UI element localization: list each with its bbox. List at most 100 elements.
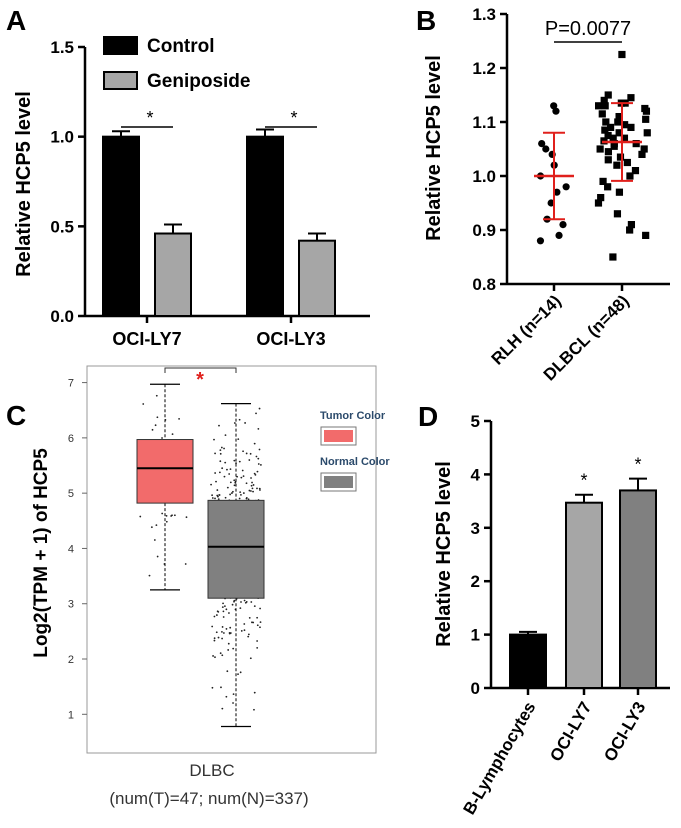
panel-b-point-rlh (559, 221, 567, 229)
panel-b-point-dlbcl (643, 129, 651, 137)
panel-c-jitter-point (245, 600, 248, 603)
panel-c-jitter-point (250, 484, 253, 487)
panel-b-point-dlbcl (616, 153, 625, 161)
panel-c-jitter-point (220, 446, 223, 449)
panel-c-jitter-point (223, 475, 226, 478)
panel-b-point-dlbcl (604, 183, 612, 191)
panel-c-jitter-point (224, 496, 227, 499)
panel-c-box-tumor (136, 439, 194, 504)
panel-c-jitter-point (240, 493, 242, 496)
panel-c-legend-swatch (324, 430, 353, 442)
panel-c-jitter-point (211, 497, 214, 499)
panel-d-y-tick-label: 2 (471, 572, 480, 591)
panel-c-jitter-point (259, 489, 261, 491)
panel-c-jitter-point (259, 626, 261, 629)
panel-c-jitter-point (248, 616, 251, 619)
panel-c-jitter-point (259, 607, 261, 610)
panel-c-jitter-point (248, 459, 251, 461)
panel-b-point-dlbcl (640, 145, 648, 153)
panel-c-jitter-point (255, 455, 258, 458)
panel-c-significance-star: * (196, 369, 204, 391)
panel-c-jitter-point (225, 695, 228, 698)
panel-c-jitter-point (229, 481, 232, 484)
panel-label-a: A (6, 5, 26, 36)
panel-c-jitter-point (217, 498, 220, 501)
panel-b-point-dlbcl (604, 156, 612, 164)
panel-c-jitter-point (234, 481, 237, 484)
panel-c-jitter-point (226, 670, 229, 673)
panel-c-jitter-point (251, 487, 254, 490)
panel-c-jitter-point (260, 464, 262, 466)
panel-c-jitter-point (254, 473, 257, 476)
panel-c-jitter-point (227, 642, 230, 645)
panel-b-point-rlh (536, 237, 545, 245)
panel-d-y-axis-label: Relative HCP5 level (433, 461, 455, 647)
panel-c-jitter-point (229, 632, 232, 634)
panel-c-jitter-point (155, 394, 158, 397)
panel-c-jitter-point (170, 515, 173, 517)
panel-c-jitter-point (215, 614, 218, 616)
panel-c-jitter-point (233, 484, 236, 487)
panel-a-y-tick-label: 0.0 (50, 307, 74, 326)
panel-b-point-rlh (562, 183, 570, 191)
panel-c-jitter-point (237, 438, 240, 440)
panel-b-point-dlbcl (627, 123, 635, 131)
panel-d-bar (565, 501, 603, 689)
panel-d-y-tick-label: 4 (471, 465, 481, 484)
panel-d-y-tick-label: 5 (471, 412, 480, 431)
panel-c-box-normal (207, 499, 265, 599)
panel-b-y-tick-label: 0.8 (472, 275, 496, 294)
panel-b-point-dlbcl (609, 134, 617, 142)
panel-c-jitter-point (257, 463, 260, 465)
panel-c-jitter-point (243, 623, 246, 625)
panel-b-point-dlbcl (604, 131, 612, 140)
panel-b-point-dlbcl (604, 148, 613, 156)
panel-b-y-axis-label: Relative HCP5 level (423, 55, 445, 241)
panel-c-jitter-point (247, 498, 250, 501)
panel-c-jitter-point (154, 424, 157, 427)
panel-b-point-dlbcl (604, 91, 612, 99)
panel-c-jitter-point (220, 686, 222, 689)
panel-c-jitter-point (257, 457, 260, 460)
panel-b-point-dlbcl (642, 231, 650, 239)
panel-b-point-dlbcl (609, 253, 617, 261)
panel-c-jitter-point (233, 422, 236, 424)
panel-c-jitter-point (232, 647, 235, 650)
panel-a-x-tick-label: OCI-LY3 (256, 329, 325, 349)
panel-a-bar-control (102, 135, 140, 317)
panel-c-jitter-point (231, 603, 234, 606)
panel-b-point-dlbcl (600, 96, 608, 104)
panel-b-point-rlh (542, 145, 550, 153)
panel-c-jitter-point (139, 515, 142, 518)
panel-d-x-tick-label: OCI-LY3 (600, 699, 649, 765)
panel-c-jitter-point (250, 601, 253, 603)
panel-c-legend-label: Normal Color (320, 456, 390, 468)
panel-c-jitter-point (249, 452, 252, 455)
panel-c-jitter-point (173, 514, 176, 517)
panel-c-jitter-point (217, 610, 220, 613)
panel-c-y-tick-label: 6 (68, 433, 74, 445)
panel-c-jitter-point (218, 494, 221, 496)
panel-c-jitter-point (238, 460, 241, 463)
panel-b-point-dlbcl (618, 50, 626, 59)
panel-d-significance-star: * (634, 455, 641, 475)
panel-c-y-tick-label: 2 (68, 654, 74, 666)
panel-d-bar-chart: Relative HCP5 level 0 1 2 3 4 5 B-Lymphocytes… (433, 412, 670, 818)
panel-d-y-tick-label: 0 (471, 679, 480, 698)
panel-c-jitter-point (225, 608, 228, 611)
panel-c-jitter-point (233, 479, 236, 482)
panel-c-jitter-point (165, 514, 168, 517)
panel-c-y-tick-label: 4 (68, 543, 74, 555)
panel-c-jitter-point (219, 460, 222, 463)
panel-b-point-dlbcl (598, 110, 606, 118)
panel-c-caption: (num(T)=47; num(N)=337) (109, 789, 308, 808)
panel-c-jitter-point (161, 437, 163, 439)
panel-b-point-dlbcl (626, 172, 634, 180)
panel-c-jitter-point (253, 442, 256, 445)
panel-c-jitter-point (151, 428, 154, 431)
panel-c-jitter-point (229, 626, 232, 629)
panel-b-point-rlh (538, 140, 546, 148)
panel-c-jitter-point (242, 492, 245, 494)
panel-d-y-tick-label: 1 (471, 626, 480, 645)
panel-b-y-tick-label: 1.1 (472, 113, 496, 132)
